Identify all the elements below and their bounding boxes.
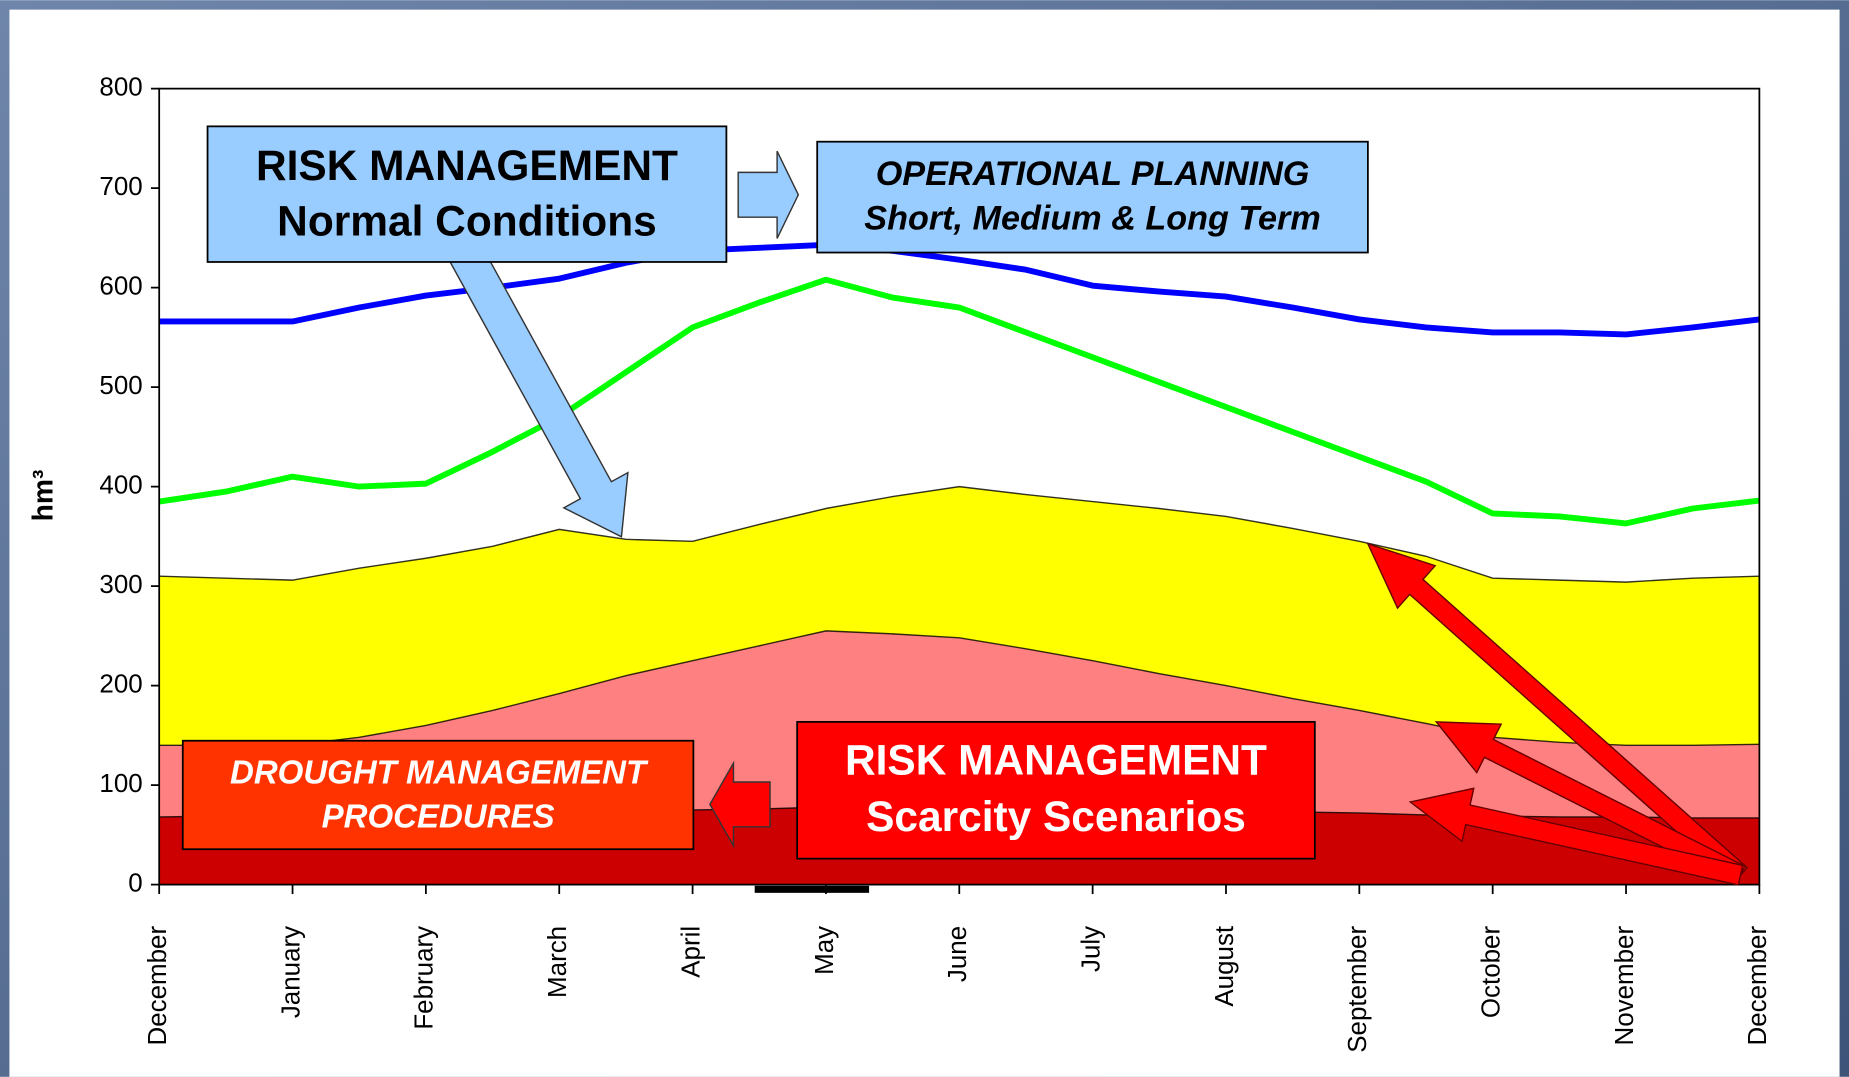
x-tick-label: December — [1744, 926, 1772, 1046]
y-tick-label: 400 — [99, 471, 142, 499]
decor-bar — [754, 885, 870, 893]
y-tick-label: 500 — [99, 372, 142, 400]
annotation-text: RISK MANAGEMENT — [845, 736, 1267, 783]
x-tick-label: January — [277, 926, 305, 1018]
y-tick-label: 300 — [99, 571, 142, 599]
y-tick-label: 600 — [99, 272, 142, 300]
x-tick-label: September — [1344, 926, 1372, 1053]
annotation-text: PROCEDURES — [322, 797, 555, 834]
annotations: RISK MANAGEMENT Normal Conditions OPERATIO… — [181, 125, 1749, 886]
annotation-text: Short, Medium & Long Term — [864, 200, 1320, 238]
x-tick-label: February — [411, 926, 439, 1030]
x-tick-label: December — [144, 926, 172, 1046]
annotation-text: DROUGHT MANAGEMENT — [230, 754, 649, 791]
y-tick-label: 700 — [99, 173, 142, 201]
annotation-text: RISK MANAGEMENT — [256, 142, 678, 189]
annotation-box — [796, 720, 1316, 860]
annotation-text: Scarcity Scenarios — [866, 793, 1246, 840]
x-tick-label: July — [1077, 926, 1105, 972]
x-tick-label: May — [811, 926, 839, 975]
annotation-box — [206, 125, 728, 263]
x-tick-label: April — [677, 926, 705, 978]
annotation-text: OPERATIONAL PLANNING — [876, 155, 1310, 193]
arrow — [737, 150, 800, 239]
x-tick-label: June — [944, 926, 972, 982]
annotation-text: Normal Conditions — [277, 197, 657, 244]
y-tick-label: 100 — [99, 770, 142, 798]
x-tick-label: March — [544, 926, 572, 998]
area-edge — [159, 485, 1760, 583]
y-tick-label: 800 — [99, 73, 142, 101]
x-tick-label: August — [1211, 925, 1239, 1007]
x-tick-label: October — [1478, 926, 1506, 1019]
arrow — [709, 760, 771, 849]
arrow — [1408, 787, 1744, 886]
line — [159, 241, 1760, 338]
y-axis-label: hm³ — [26, 470, 58, 522]
x-tick-label: November — [1611, 926, 1639, 1046]
y-tick-label: 0 — [128, 869, 142, 897]
arrow — [449, 244, 629, 538]
annotation-box — [816, 140, 1369, 254]
annotation-box — [181, 739, 695, 851]
line — [158, 276, 1760, 527]
y-tick-label: 200 — [99, 670, 142, 698]
